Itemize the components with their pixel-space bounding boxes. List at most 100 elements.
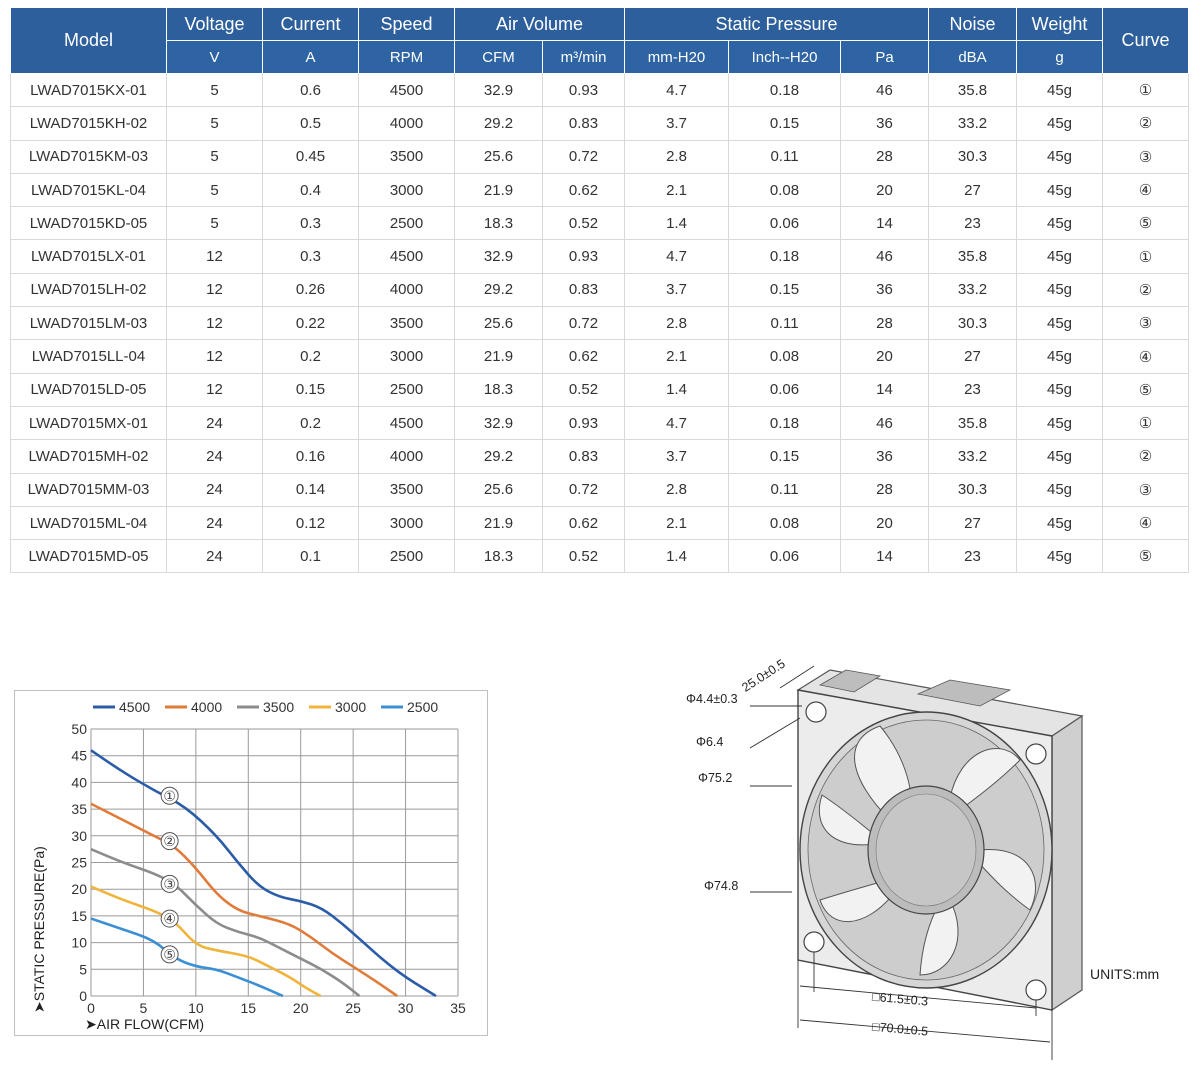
col-static-pressure: Static Pressure (624, 7, 930, 41)
cell-current: 0.15 (262, 372, 359, 407)
unit-dba: dBA (928, 40, 1018, 74)
table-row: LWAD7015KL-04 5 0.4 3000 21.9 0.62 2.1 0.08 20 27… (10, 172, 1190, 208)
col-voltage: Voltage (166, 7, 263, 41)
cell-speed: 2500 (358, 372, 455, 407)
cell-curve: ③ (1102, 139, 1190, 174)
y-tick-label: 45 (71, 748, 87, 764)
legend-label: 2500 (407, 699, 438, 715)
mounting-holes (803, 701, 1047, 1001)
dim-hole-label: Φ4.4±0.3 (686, 692, 738, 706)
cell-current: 0.1 (262, 539, 359, 574)
cell-current: 0.12 (262, 505, 359, 541)
cell-model: LWAD7015LH-02 (10, 272, 167, 308)
cell-pa: 36 (840, 272, 930, 308)
cell-m3min: 0.72 (541, 139, 626, 174)
cell-model: LWAD7015MH-02 (10, 439, 167, 474)
table-row: LWAD7015LM-03 12 0.22 3500 25.6 0.72 2.8 0.11 28… (10, 306, 1190, 341)
series-line-4000 (90, 802, 398, 998)
unit-m3min: m³/min (541, 40, 626, 74)
cell-pa: 46 (840, 72, 930, 108)
x-axis-title: ➤AIR FLOW(CFM) (85, 1016, 204, 1032)
cell-mmh2o: 1.4 (624, 372, 730, 407)
pq-curve-chart: 0 5 10 15 20 25 30 35 0 5 10 15 20 25 30 35 40 45 50 ➤AIR F… (14, 690, 488, 1036)
cell-m3min: 0.62 (541, 339, 626, 374)
cell-current: 0.3 (262, 239, 359, 274)
cell-curve: ⑤ (1102, 372, 1190, 407)
cell-speed: 3000 (358, 172, 455, 208)
y-tick-label: 10 (71, 935, 87, 951)
cell-model: LWAD7015MD-05 (10, 539, 167, 574)
cell-model: LWAD7015KD-05 (10, 206, 167, 241)
y-tick-label: 20 (71, 881, 87, 897)
cell-dba: 35.8 (928, 72, 1018, 108)
cell-current: 0.5 (262, 106, 359, 141)
cell-cfm: 25.6 (454, 139, 543, 174)
cell-cfm: 21.9 (454, 339, 543, 374)
table-row: LWAD7015LX-01 12 0.3 4500 32.9 0.93 4.7 0.18 46 3… (10, 239, 1190, 274)
cell-voltage: 12 (166, 306, 263, 341)
cell-curve: ① (1102, 239, 1190, 274)
x-tick-label: 30 (398, 1000, 414, 1016)
cell-model: LWAD7015MX-01 (10, 405, 167, 441)
cell-inchh2o: 0.15 (728, 272, 842, 308)
cell-inchh2o: 0.06 (728, 206, 842, 241)
cell-m3min: 0.93 (541, 72, 626, 108)
y-tick-label: 50 (71, 721, 87, 737)
series-line-3500 (90, 847, 361, 998)
col-air-volume: Air Volume (453, 7, 626, 41)
legend-label: 4500 (119, 699, 150, 715)
cell-inchh2o: 0.11 (728, 139, 842, 174)
curve-marker-label: ① (163, 788, 176, 804)
cell-pa: 28 (840, 306, 930, 341)
cell-dba: 30.3 (928, 472, 1018, 507)
cell-speed: 3500 (358, 472, 455, 507)
cell-speed: 3000 (358, 339, 455, 374)
x-tick-label: 0 (87, 1000, 95, 1016)
cell-cfm: 32.9 (454, 405, 543, 441)
units-row: V A RPM CFM m³/min mm-H20 Inch--H20 Pa d… (11, 40, 1189, 74)
cell-voltage: 24 (166, 405, 263, 441)
cell-pa: 36 (840, 106, 930, 141)
unit-cfm: CFM (454, 40, 543, 74)
cell-weight: 45g (1016, 539, 1104, 574)
x-tick-label: 10 (188, 1000, 204, 1016)
header-row: Model Voltage Current Speed Air Volume S… (10, 7, 1190, 74)
cell-inchh2o: 0.18 (728, 239, 842, 274)
cell-current: 0.16 (262, 439, 359, 474)
x-tick-label: 25 (345, 1000, 361, 1016)
cell-pa: 28 (840, 139, 930, 174)
cell-inchh2o: 0.06 (728, 372, 842, 407)
cell-dba: 23 (928, 206, 1018, 241)
table-row: LWAD7015MD-05 24 0.1 2500 18.3 0.52 1.4 0.06 14 2… (10, 539, 1190, 574)
unit-inchh2o: Inch--H20 (728, 40, 842, 74)
cell-model: LWAD7015LL-04 (10, 339, 167, 374)
y-tick-label: 0 (79, 988, 87, 1004)
cell-pa: 46 (840, 405, 930, 441)
cell-dba: 23 (928, 372, 1018, 407)
curve-marker (160, 832, 179, 851)
table-row: LWAD7015KX-01 5 0.6 4500 32.9 0.93 4.7 0.18 46 35… (10, 72, 1190, 108)
cell-weight: 45g (1016, 306, 1104, 341)
cell-m3min: 0.52 (541, 372, 626, 407)
cell-speed: 2500 (358, 539, 455, 574)
cell-dba: 33.2 (928, 272, 1018, 308)
cell-mmh2o: 4.7 (624, 405, 730, 441)
cell-dba: 30.3 (928, 306, 1018, 341)
cell-speed: 3500 (358, 306, 455, 341)
cell-mmh2o: 3.7 (624, 106, 730, 141)
dim-outer-label: Φ75.2 (698, 771, 732, 785)
table-row: LWAD7015LH-02 12 0.26 4000 29.2 0.83 3.7 0.15 36… (10, 272, 1190, 308)
fan-dimension-drawing: 25.0±0.5 Φ4.4±0.3 Φ6.4 Φ75.2 Φ74.8 □61.5… (686, 657, 1084, 1060)
cell-curve: ③ (1102, 306, 1190, 341)
cell-current: 0.4 (262, 172, 359, 208)
cell-inchh2o: 0.15 (728, 439, 842, 474)
x-tick-label: 20 (293, 1000, 309, 1016)
cell-pa: 14 (840, 372, 930, 407)
cell-dba: 33.2 (928, 439, 1018, 474)
cell-model: LWAD7015ML-04 (10, 505, 167, 541)
cell-cfm: 29.2 (454, 439, 543, 474)
cell-voltage: 12 (166, 339, 263, 374)
cell-weight: 45g (1016, 172, 1104, 208)
cell-m3min: 0.62 (541, 505, 626, 541)
curve-marker-label: ② (163, 833, 176, 849)
